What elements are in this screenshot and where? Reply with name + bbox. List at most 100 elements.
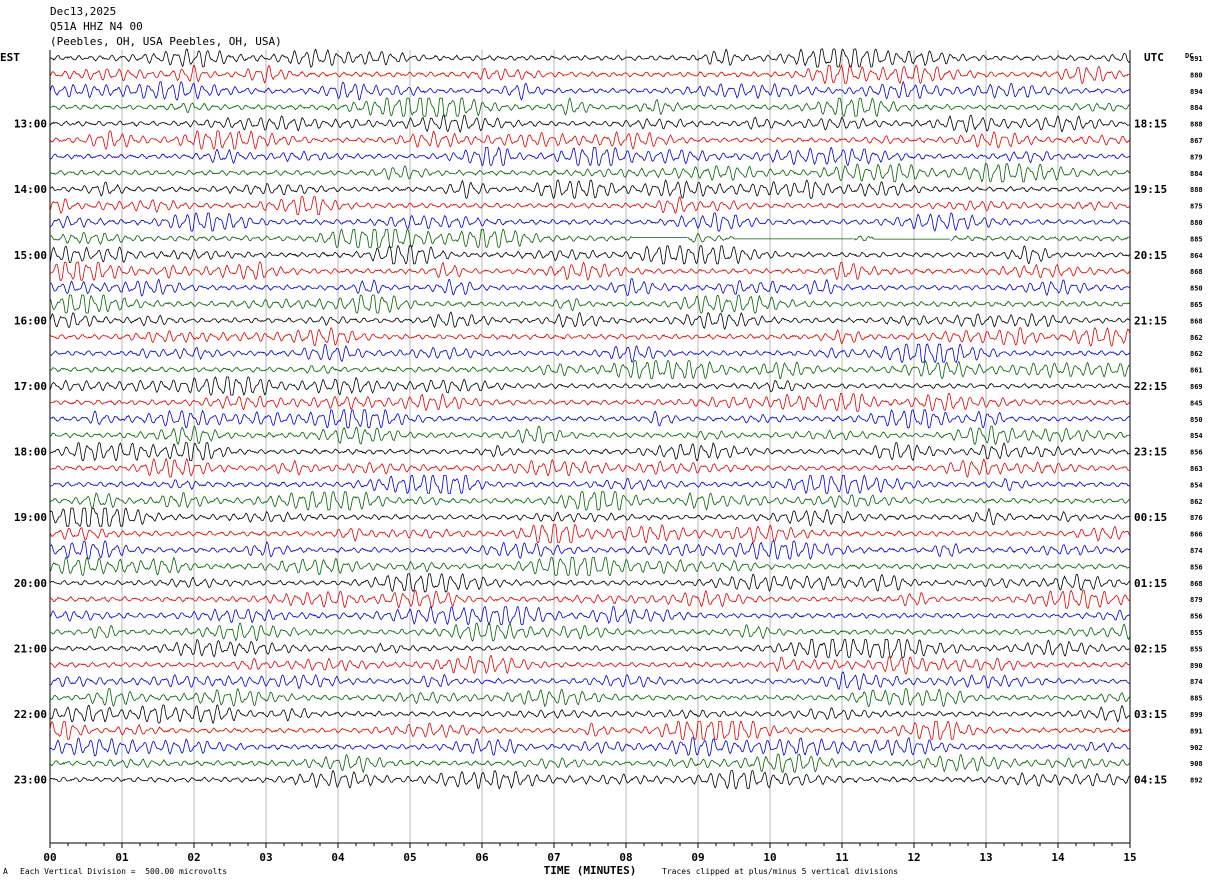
x-tick-label: 11 <box>835 851 849 864</box>
left-axis-label: EST <box>0 51 20 64</box>
dc-offset-label: 864 <box>1190 252 1203 260</box>
trace-29 <box>49 507 1131 527</box>
dc-offset-label: 885 <box>1190 695 1203 703</box>
trace-23 <box>49 409 1131 429</box>
trace-22 <box>49 392 1131 412</box>
dc-offset-label: 879 <box>1190 153 1203 161</box>
dc-offset-label: 885 <box>1190 235 1203 243</box>
dc-offset-label: 891 <box>1190 55 1203 63</box>
header-station: Q51A HHZ N4 00 <box>50 20 143 33</box>
trace-4 <box>49 97 1131 117</box>
x-axis-title: TIME (MINUTES) <box>544 864 637 877</box>
trace-12 <box>49 228 1131 248</box>
trace-2 <box>49 64 1131 85</box>
trace-44 <box>49 753 1131 774</box>
right-hour-label: 02:15 <box>1134 642 1167 655</box>
right-hour-label: 22:15 <box>1134 380 1167 393</box>
dc-offset-label: 854 <box>1190 432 1203 440</box>
trace-13 <box>49 245 1131 265</box>
trace-11 <box>49 212 1131 232</box>
trace-38 <box>49 655 1131 675</box>
x-tick-label: 06 <box>475 851 489 864</box>
x-tick-label: 13 <box>979 851 992 864</box>
dc-offset-label: 899 <box>1190 711 1203 719</box>
left-hour-label: 22:00 <box>14 708 47 721</box>
dc-offset-label: 888 <box>1190 186 1203 194</box>
dc-offset-label: 845 <box>1190 399 1203 407</box>
left-hour-label: 21:00 <box>14 642 47 655</box>
right-hour-label: 03:15 <box>1134 708 1167 721</box>
dc-offset-label: 861 <box>1190 367 1203 375</box>
x-tick-label: 09 <box>691 851 704 864</box>
dc-offset-label: 868 <box>1190 268 1203 276</box>
dc-offset-label: 867 <box>1190 137 1203 145</box>
dc-offset-label: 862 <box>1190 350 1203 358</box>
dc-offset-label: 884 <box>1190 170 1203 178</box>
dc-offset-label: 880 <box>1190 71 1203 79</box>
dc-offset-label: 888 <box>1190 121 1203 129</box>
dc-offset-label: 880 <box>1190 219 1203 227</box>
trace-45 <box>49 769 1131 790</box>
trace-25 <box>49 442 1131 462</box>
left-hour-label: 18:00 <box>14 446 47 459</box>
x-tick-label: 03 <box>259 851 272 864</box>
dc-offset-label: 862 <box>1190 498 1203 506</box>
dc-offset-label: 856 <box>1190 563 1203 571</box>
x-tick-label: 05 <box>403 851 416 864</box>
trace-35 <box>49 605 1131 626</box>
trace-10 <box>49 196 1131 215</box>
trace-14 <box>49 261 1131 281</box>
trace-5 <box>49 113 1131 133</box>
dc-offset-label: 902 <box>1190 744 1203 752</box>
dc-offset-label: 891 <box>1190 727 1203 735</box>
footer-mark: A <box>3 867 8 876</box>
x-tick-label: 01 <box>115 851 129 864</box>
x-tick-label: 15 <box>1123 851 1136 864</box>
dc-offset-label: 876 <box>1190 514 1203 522</box>
right-axis-label: UTC <box>1144 51 1164 64</box>
trace-42 <box>49 720 1131 740</box>
dc-label: DC <box>1185 52 1193 60</box>
trace-26 <box>49 458 1131 478</box>
trace-6 <box>49 130 1131 150</box>
trace-34 <box>49 589 1131 609</box>
trace-7 <box>49 146 1131 167</box>
right-hour-label: 19:15 <box>1134 183 1167 196</box>
dc-offset-label: 863 <box>1190 465 1203 473</box>
trace-40 <box>49 687 1131 708</box>
dc-offset-label: 879 <box>1190 596 1203 604</box>
dc-offset-label: 855 <box>1190 629 1203 637</box>
x-tick-label: 00 <box>43 851 56 864</box>
trace-17 <box>49 311 1131 330</box>
trace-20 <box>49 359 1131 380</box>
trace-41 <box>49 704 1131 724</box>
header-date: Dec13,2025 <box>50 5 117 18</box>
dc-offset-label: 874 <box>1190 547 1203 555</box>
left-hour-label: 23:00 <box>14 774 47 787</box>
x-tick-label: 10 <box>763 851 776 864</box>
trace-16 <box>49 294 1131 314</box>
right-hour-label: 18:15 <box>1134 118 1167 131</box>
x-tick-label: 07 <box>547 851 560 864</box>
dc-offset-label: 855 <box>1190 645 1203 653</box>
left-hour-label: 19:00 <box>14 511 47 524</box>
trace-37 <box>49 638 1131 659</box>
dc-offset-label: 856 <box>1190 613 1203 621</box>
dc-offset-label: 890 <box>1190 662 1203 670</box>
dc-offset-label: 894 <box>1190 88 1203 96</box>
trace-31 <box>49 540 1131 560</box>
trace-43 <box>49 737 1131 757</box>
trace-39 <box>49 671 1131 691</box>
trace-18 <box>49 327 1131 347</box>
left-hour-label: 20:00 <box>14 577 47 590</box>
trace-30 <box>49 524 1131 544</box>
dc-offset-label: 856 <box>1190 449 1203 457</box>
trace-9 <box>49 179 1131 199</box>
left-hour-label: 13:00 <box>14 118 47 131</box>
right-hour-label: 00:15 <box>1134 511 1167 524</box>
dc-offset-label: 868 <box>1190 580 1203 588</box>
x-tick-label: 08 <box>619 851 632 864</box>
header-location: (Peebles, OH, USA Peebles, OH, USA) <box>50 35 282 48</box>
dc-offset-label: 866 <box>1190 531 1203 539</box>
